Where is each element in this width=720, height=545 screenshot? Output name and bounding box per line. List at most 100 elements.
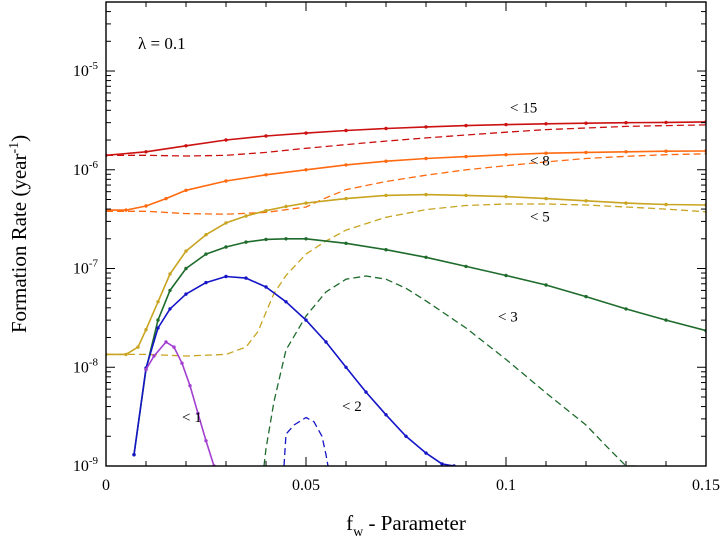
series-point [624, 150, 628, 154]
series-point [144, 367, 148, 372]
series-line-8-solid [106, 150, 706, 211]
x-axis-label-suffix: - Parameter [363, 511, 466, 535]
series-label: < 2 [342, 399, 362, 415]
y-axis-label-main: Formation Rate (year [7, 154, 31, 334]
series-point [304, 131, 308, 135]
series-point [544, 122, 548, 126]
series-point [424, 255, 428, 259]
series-point [504, 194, 508, 199]
series-point [168, 272, 172, 276]
series-point [504, 273, 508, 278]
series-line-2-dashed [283, 416, 329, 466]
series-point [544, 151, 548, 155]
x-tick-label: 0.05 [292, 477, 320, 494]
series-point [152, 354, 156, 358]
series-line-15-solid [106, 121, 706, 157]
series-point [544, 196, 548, 201]
tick-layer: 0 0.05 0.1 0.15 10-9 10-8 10-7 10-6 10-5 [73, 1, 720, 494]
series-point [184, 188, 188, 192]
series-point [304, 168, 308, 172]
x-tick-label: 0.15 [692, 477, 720, 494]
series-point [144, 204, 148, 208]
lambda-annotation: λ = 0.1 [138, 34, 186, 53]
series-point [164, 196, 168, 201]
y-tick-label: 10-7 [73, 258, 99, 278]
series-point [504, 153, 508, 157]
series-point [144, 150, 148, 154]
series-point [264, 209, 268, 213]
y-axis-label-sup: -1 [7, 142, 22, 154]
series-point [384, 126, 388, 131]
series-point [204, 280, 208, 285]
series-point [364, 390, 368, 394]
series-point [344, 241, 348, 245]
series-point [264, 173, 268, 177]
y-tick-label: 10-6 [73, 159, 99, 179]
series-point [304, 201, 308, 205]
x-axis-label: fw - Parameter [346, 511, 466, 540]
series-point [264, 134, 268, 138]
plot-frame [105, 1, 707, 467]
y-tick-label: 10-5 [73, 60, 99, 80]
series-label: < 1 [182, 410, 202, 426]
series-point [584, 199, 588, 203]
series-point [464, 154, 468, 159]
series-point [168, 307, 172, 311]
series-point [184, 292, 188, 296]
series-point [224, 179, 228, 183]
series-point [384, 248, 388, 252]
y-axis-label-suffix: ) [7, 135, 31, 142]
series-point [136, 345, 140, 349]
series-point [404, 434, 408, 438]
y-axis-label: Formation Rate (year-1) [7, 135, 31, 333]
series-point [196, 411, 200, 416]
series-point [464, 193, 468, 198]
series-point [624, 121, 628, 125]
series-point [344, 163, 348, 167]
series-point [584, 150, 588, 155]
series-point [124, 208, 128, 212]
series-point [156, 318, 160, 322]
series-point [464, 123, 468, 128]
series-line-1-solid [145, 341, 215, 466]
series-line-5-solid [106, 193, 706, 356]
series-point [204, 252, 208, 256]
series-point [188, 384, 192, 388]
series-point [440, 462, 444, 466]
series-point [184, 266, 188, 271]
series-label: < 15 [510, 101, 537, 117]
series-point [344, 365, 348, 369]
series-line-15-dashed [106, 124, 706, 157]
series-point [132, 453, 136, 457]
series-point [244, 240, 248, 244]
series-point [544, 283, 548, 287]
series-point [184, 144, 188, 148]
series-line-5-dashed [106, 203, 706, 357]
series-point [464, 264, 468, 269]
series-point [264, 237, 268, 242]
series-point [224, 221, 228, 225]
series-point [244, 214, 248, 218]
series-point [624, 307, 628, 311]
series-point [124, 352, 128, 357]
series-point [284, 300, 288, 304]
series-point [344, 128, 348, 133]
series-point [424, 192, 428, 197]
series-point [324, 340, 328, 344]
series-line-3-solid [133, 238, 706, 455]
series-point [424, 125, 428, 129]
series-point [384, 193, 388, 198]
series-point [664, 120, 668, 125]
series-point [284, 204, 288, 209]
series-point [624, 201, 628, 205]
series-point [224, 138, 228, 142]
series-point [156, 326, 160, 330]
y-tick-label: 10-8 [73, 356, 99, 376]
series-point [244, 276, 248, 280]
x-tick-label: 0 [102, 477, 110, 494]
series-point [304, 237, 308, 241]
series-point [384, 413, 388, 417]
series-point [284, 237, 288, 241]
series-point [224, 274, 228, 279]
